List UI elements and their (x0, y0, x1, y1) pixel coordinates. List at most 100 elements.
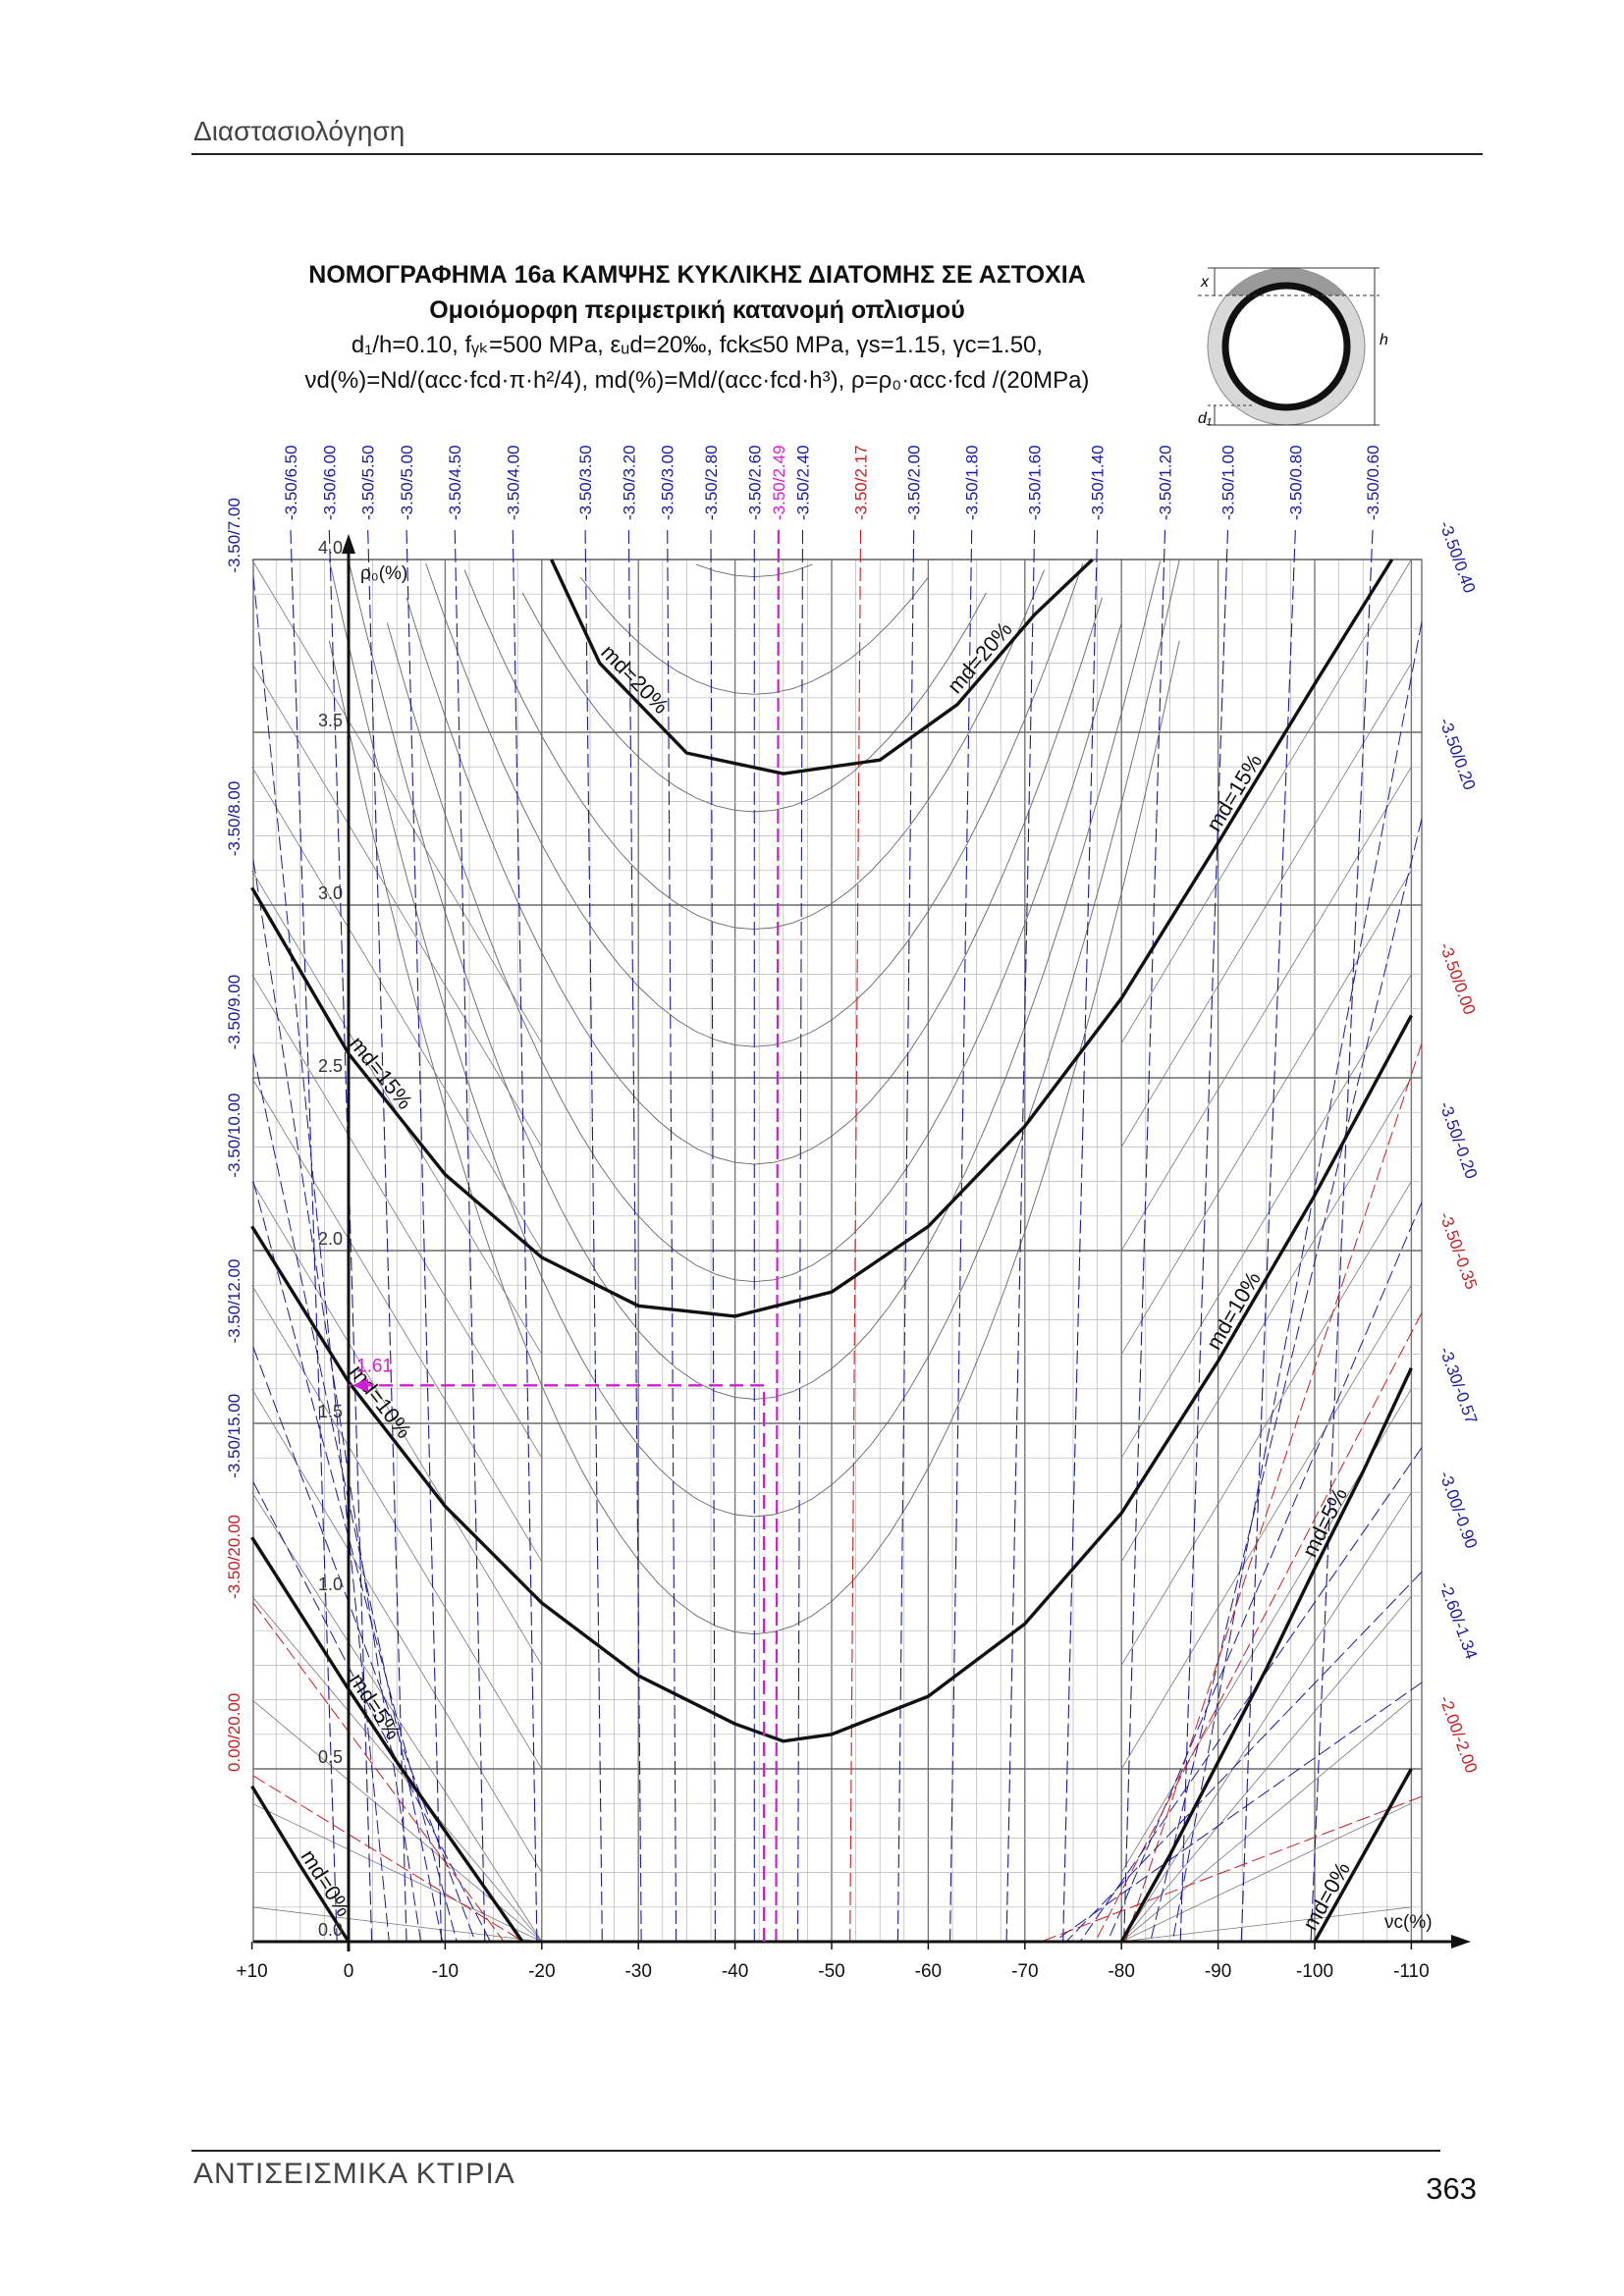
md-curve (250, 1536, 524, 1943)
circular-section-figure: x h d₁ (1198, 267, 1388, 427)
strain-label-top: -3.50/2.60 (745, 445, 764, 520)
strain-line (252, 1775, 524, 1943)
strain-line (1065, 1572, 1423, 1943)
y-tick-label: 2.0 (318, 1229, 343, 1249)
strain-line (948, 529, 973, 1943)
md-curve (250, 1014, 1413, 1743)
y-tick-label: 0.5 (318, 1747, 343, 1767)
x-tick-label: -70 (1011, 1961, 1038, 1982)
strain-line (1005, 529, 1036, 1943)
x-tick-label: +10 (236, 1961, 267, 1982)
strain-label-right: -3.50/-0.35 (1435, 1209, 1481, 1292)
book-title: ΑΝΤΙΣΕΙΣΜΙΚΑ ΚΤΙΡΙΑ (193, 2158, 515, 2190)
strain-label-left: -3.50/10.00 (225, 1094, 244, 1178)
strain-line (252, 1602, 505, 1943)
strain-line (1054, 1682, 1423, 1943)
secondary-diagonal (251, 1181, 543, 1666)
md-curve (250, 1785, 351, 1943)
y-tick-label: 1.5 (318, 1402, 343, 1421)
y-axis-arrow (342, 534, 355, 554)
strain-label-right: -2.60/-1.34 (1435, 1579, 1481, 1662)
secondary-diagonal (251, 663, 543, 1148)
secondary-diagonal (1120, 1181, 1412, 1666)
secondary-diagonal (251, 1802, 542, 1943)
strain-label-left: -3.50/7.00 (225, 498, 244, 573)
nomogram-title-block: ΝΟΜΟΓΡΑΦΗΜΑ 16a ΚΑΜΨΗΣ ΚΥΚΛΙΚΗΣ ΔΙΑΤΟΜΗΣ… (226, 257, 1168, 399)
strain-label-top: -3.50/4.50 (446, 445, 464, 520)
x-axis-arrow (1451, 1935, 1471, 1949)
strain-line (328, 529, 373, 1943)
section-d1-label: d₁ (1198, 410, 1212, 427)
strain-line (290, 529, 338, 1943)
secondary-diagonal (1120, 1284, 1412, 1770)
strain-line (252, 1347, 476, 1943)
y-tick-label: 3.5 (318, 711, 343, 730)
strain-label-left: -3.50/15.00 (225, 1394, 244, 1478)
md-curve (250, 559, 1394, 1318)
strain-line (775, 529, 780, 1943)
strain-label-top: -3.50/2.17 (852, 445, 871, 520)
definitions-line: νd(%)=Nd/(αcc·fcd·π·h²/4), md(%)=Md/(αcc… (304, 367, 1090, 394)
strain-label-right: -3.30/-0.57 (1435, 1345, 1481, 1427)
x-tick-label: -40 (722, 1961, 748, 1982)
strain-line (797, 529, 804, 1943)
strain-line (252, 1181, 458, 1943)
strain-line (667, 529, 677, 1943)
strain-label-top: -3.50/1.80 (963, 445, 982, 520)
strain-line (1171, 621, 1423, 1943)
running-head-title: Διαστασιολόγηση (193, 116, 406, 146)
strain-label-top: -3.50/2.40 (793, 445, 812, 520)
secondary-diagonal (1120, 974, 1412, 1459)
secondary-diagonal (1121, 1802, 1412, 1943)
strain-label-left: -3.50/8.00 (225, 781, 244, 857)
nomogram-title: ΝΟΜΟΓΡΑΦΗΜΑ 16a ΚΑΜΨΗΣ ΚΥΚΛΙΚΗΣ ΔΙΑΤΟΜΗΣ… (308, 261, 1086, 289)
strain-line (367, 529, 407, 1943)
secondary-curve (328, 560, 1180, 1518)
x-axis-label: νc(%) (1384, 1912, 1433, 1933)
strain-label-top: -3.50/0.80 (1286, 445, 1305, 520)
example-rho-label: 1.61 (356, 1356, 393, 1376)
secondary-diagonal (251, 1595, 543, 1943)
strain-label-right: -3.50/0.20 (1435, 716, 1479, 792)
strain-line (1079, 1447, 1423, 1943)
strain-label-top: -3.50/1.00 (1218, 445, 1237, 520)
md-curve (550, 558, 1094, 775)
x-tick-label: -110 (1393, 1961, 1430, 1982)
strain-label-left: -3.50/9.00 (225, 975, 244, 1050)
x-tick-label: -90 (1205, 1961, 1231, 1982)
footer-rule (191, 2150, 1440, 2152)
section-h-label: h (1380, 332, 1388, 348)
nomogram-subtitle: Ομοιόμορφη περιμετρική κατανομή οπλισμού (429, 296, 965, 324)
strain-label-top: -3.50/6.50 (282, 445, 300, 520)
secondary-diagonal (251, 974, 543, 1459)
x-tick-label: -10 (432, 1961, 459, 1982)
y-tick-label: 3.0 (318, 883, 343, 903)
secondary-diagonal (1120, 1077, 1412, 1563)
strain-line (1062, 529, 1099, 1943)
y-tick-label: 0.0 (318, 1920, 343, 1940)
page-number: 363 (1426, 2171, 1477, 2206)
secondary-diagonal (1120, 1595, 1412, 1943)
strain-label-top: -3.50/4.00 (504, 445, 522, 520)
strain-line (252, 1481, 491, 1943)
strain-line (1041, 1795, 1423, 1943)
x-tick-label: -80 (1108, 1961, 1134, 1982)
strain-line (454, 529, 486, 1943)
secondary-diagonal (251, 1388, 543, 1873)
y-axis-label: ρ₀(%) (360, 563, 407, 584)
strain-label-top: -3.50/5.50 (359, 445, 378, 520)
strain-label-top: -3.50/3.20 (620, 445, 638, 520)
strain-label-top: -3.50/3.00 (659, 445, 677, 520)
strain-line (1094, 1312, 1423, 1943)
x-tick-label: -20 (528, 1961, 555, 1982)
y-tick-label: 2.5 (318, 1056, 343, 1076)
section-x-label: x (1200, 274, 1210, 291)
parameters-line: d₁/h=0.10, fᵧₖ=500 MPa, εᵤd=20‰, fck≤50 … (351, 332, 1044, 358)
strain-line (710, 529, 716, 1943)
y-tick-label: 4.0 (318, 538, 343, 558)
secondary-diagonal (1121, 1906, 1412, 1943)
y-tick-label: 1.0 (318, 1575, 343, 1594)
strain-label-top: -3.50/3.50 (576, 445, 595, 520)
strain-line (252, 860, 422, 1943)
